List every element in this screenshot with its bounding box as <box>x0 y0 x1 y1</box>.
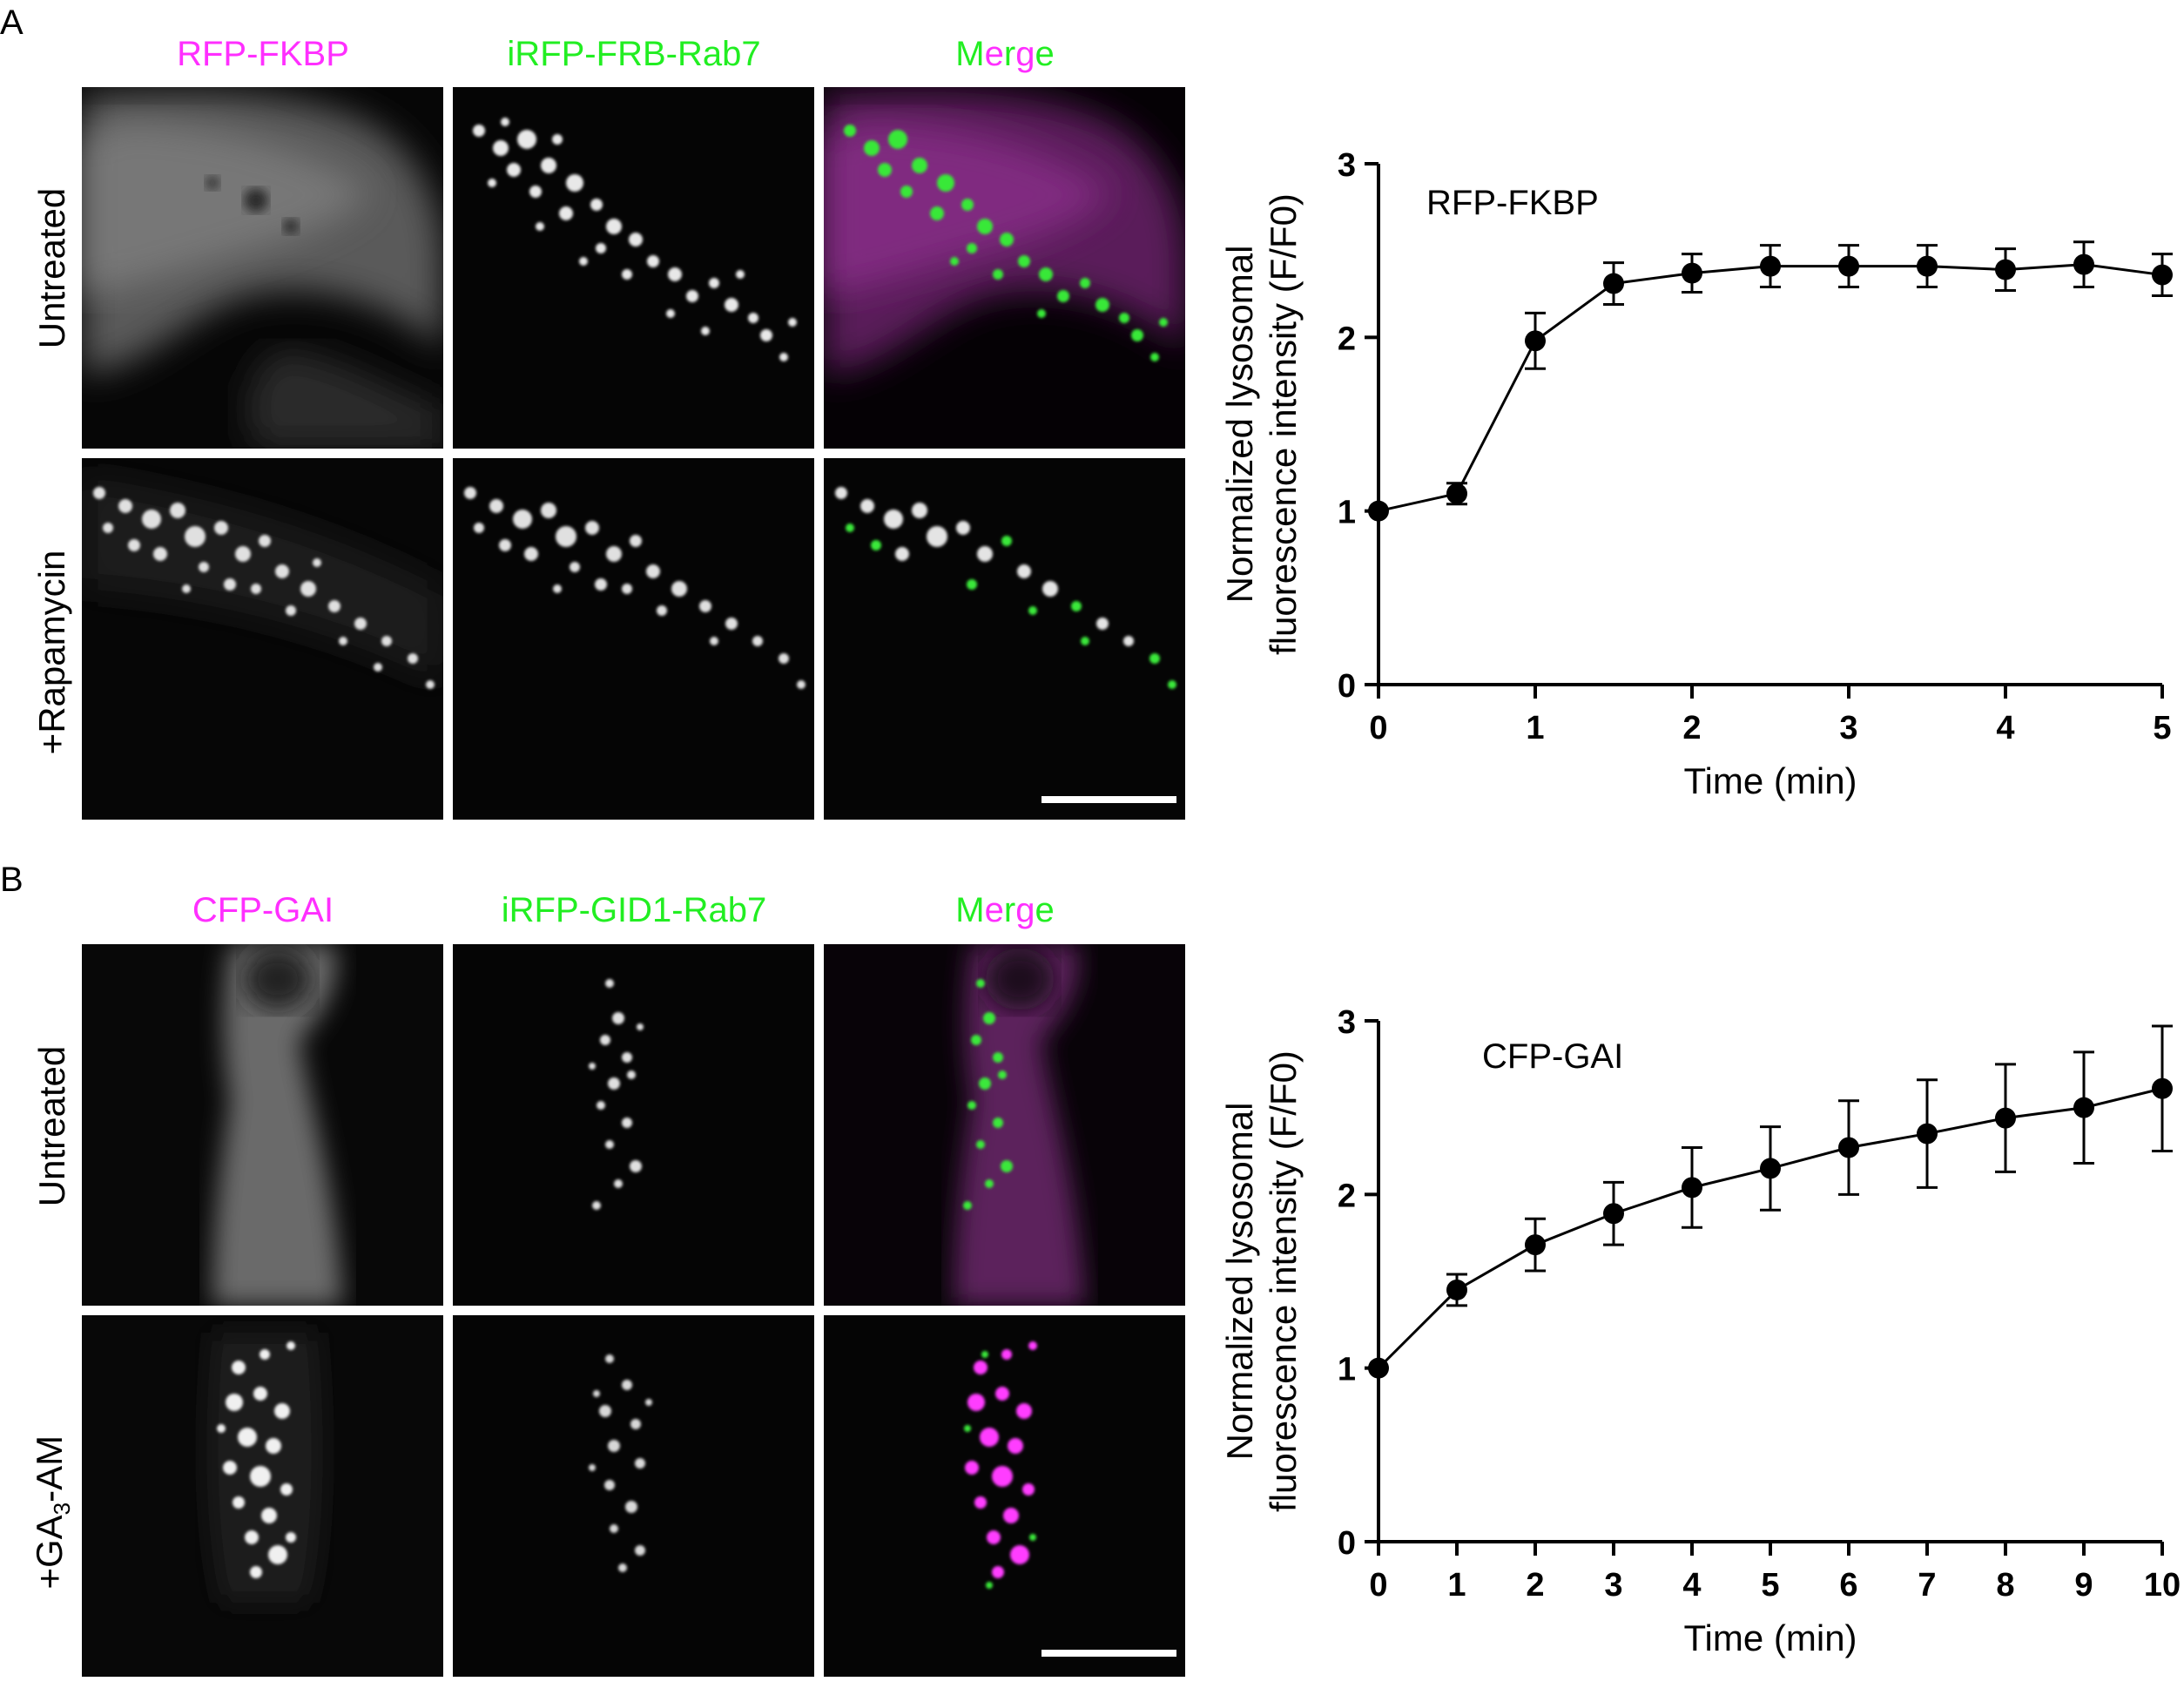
y-axis-label: Normalized lysosomal <box>1219 246 1260 604</box>
merge-letter: r <box>1003 35 1016 73</box>
data-point <box>1603 273 1624 294</box>
data-point <box>1995 259 2016 280</box>
y-tick-label: 0 <box>1338 1525 1356 1562</box>
merge-letter: g <box>1015 891 1035 929</box>
merge-letter: M <box>955 35 985 73</box>
scale-bar <box>1041 796 1176 803</box>
x-axis-label: Time (min) <box>1683 1617 1857 1658</box>
x-tick-label: 2 <box>1682 710 1701 746</box>
data-point <box>1917 255 1938 277</box>
data-point <box>1682 1177 1702 1199</box>
y-tick-label: 1 <box>1338 495 1356 531</box>
x-tick-label: 2 <box>1526 1567 1544 1604</box>
x-tick-label: 1 <box>1526 710 1544 746</box>
micrograph-b-untreated-merge <box>824 944 1185 1306</box>
row-label-rapamycin: +Rapamycin <box>31 550 72 755</box>
data-point <box>1760 1158 1781 1179</box>
micrograph-a-untreated-rfp-fkbp <box>82 87 443 449</box>
merge-letter: e <box>984 35 1004 73</box>
x-tick-label: 5 <box>2153 710 2171 746</box>
x-tick-label: 0 <box>1369 1567 1387 1604</box>
x-tick-label: 7 <box>1918 1567 1936 1604</box>
merge-letter: e <box>984 891 1004 929</box>
data-point <box>1995 1107 2016 1129</box>
panel-letter-b: B <box>0 861 24 899</box>
row-label-ga3-am: +GA3-AM <box>28 1329 76 1695</box>
data-point <box>2152 1077 2173 1099</box>
row-label-ga3-tail: -AM <box>28 1435 70 1503</box>
column-header-irfp-gid1-rab7: iRFP-GID1-Rab7 <box>501 891 767 929</box>
x-tick-label: 4 <box>1996 710 2014 746</box>
micrograph-b-ga3-cfp-gai <box>82 1315 443 1677</box>
scale-bar-b <box>1041 1650 1176 1657</box>
y-axis-label: fluorescence intensity (F/F0) <box>1263 1050 1304 1512</box>
column-header-cfp-gai: CFP-GAI <box>192 891 334 929</box>
micrograph-b-untreated-irfp-gid1-rab7 <box>453 944 814 1306</box>
data-point <box>1446 1279 1467 1300</box>
chart-a: 0 1 2 3 0 1 2 3 4 5 Time (min) Normalized lysosomal… <box>1202 131 2184 827</box>
chart-a-svg: 0 1 2 3 0 1 2 3 4 5 Time (min) Normalized lysosomal… <box>1219 147 2173 801</box>
data-point <box>2073 253 2094 275</box>
micrograph-a-untreated-irfp-frb-rab7 <box>453 87 814 449</box>
data-point <box>1760 255 1781 277</box>
row-label-ga3-subscript: 3 <box>49 1502 76 1516</box>
merge-letter: r <box>1003 891 1016 929</box>
x-tick-label: 5 <box>1761 1567 1779 1604</box>
column-header-irfp-frb-rab7: iRFP-FRB-Rab7 <box>507 35 761 73</box>
series-line <box>1378 263 2163 513</box>
merge-letter: M <box>955 891 985 929</box>
data-point <box>1838 1137 1859 1158</box>
row-label-untreated-b: Untreated <box>31 1045 72 1207</box>
data-point <box>1603 1203 1624 1225</box>
x-tick-label: 4 <box>1682 1567 1701 1604</box>
data-point <box>1368 1357 1389 1379</box>
micrograph-a-rapamycin-merge <box>824 458 1185 820</box>
data-point <box>1838 255 1859 277</box>
y-tick-label: 2 <box>1338 1178 1356 1214</box>
x-tick-label: 0 <box>1369 710 1387 746</box>
x-axis-label: Time (min) <box>1683 760 1857 801</box>
row-label-untreated: Untreated <box>31 187 72 349</box>
chart-b-svg: 0 1 2 3 0 1 2 3 4 5 6 7 8 9 10 Time (min) Normalized lys… <box>1219 1004 2181 1658</box>
x-tick-label: 1 <box>1447 1567 1466 1604</box>
x-tick-label: 8 <box>1996 1567 2014 1604</box>
column-header-merge: Merge <box>822 37 1188 71</box>
merge-letter: e <box>1035 891 1055 929</box>
y-axis-label: Normalized lysosomal <box>1219 1103 1260 1461</box>
series-annotation: CFP-GAI <box>1482 1037 1623 1076</box>
y-tick-label: 1 <box>1338 1352 1356 1388</box>
data-point <box>2152 264 2173 286</box>
series-annotation: RFP-FKBP <box>1426 184 1599 222</box>
x-tick-label: 10 <box>2144 1567 2181 1604</box>
x-tick-label: 3 <box>1604 1567 1622 1604</box>
column-header-merge-b: Merge <box>822 893 1188 928</box>
column-header-rfp-fkbp: RFP-FKBP <box>177 35 349 73</box>
micrograph-a-untreated-merge <box>824 87 1185 449</box>
y-tick-label: 0 <box>1338 668 1356 705</box>
chart-b: 0 1 2 3 0 1 2 3 4 5 6 7 8 9 10 Time (min) Normalized lys… <box>1202 989 2184 1678</box>
data-point <box>1525 330 1546 352</box>
row-label-ga3-main: +GA <box>28 1515 70 1590</box>
y-tick-label: 3 <box>1338 1004 1356 1041</box>
data-point <box>1917 1123 1938 1145</box>
data-point <box>1446 483 1467 504</box>
panel-letter-a: A <box>0 3 24 42</box>
micrograph-b-ga3-irfp-gid1-rab7 <box>453 1315 814 1677</box>
x-tick-label: 6 <box>1839 1567 1857 1604</box>
data-point <box>1682 262 1702 284</box>
data-point <box>2073 1097 2094 1118</box>
micrograph-b-untreated-cfp-gai <box>82 944 443 1306</box>
x-tick-label: 3 <box>1839 710 1857 746</box>
y-tick-label: 3 <box>1338 147 1356 184</box>
merge-letter: e <box>1035 35 1055 73</box>
merge-letter: g <box>1015 35 1035 73</box>
micrograph-a-rapamycin-irfp-frb-rab7 <box>453 458 814 820</box>
data-point <box>1525 1234 1546 1256</box>
y-axis-label: fluorescence intensity (F/F0) <box>1263 193 1304 655</box>
micrograph-b-ga3-merge <box>824 1315 1185 1677</box>
x-tick-label: 9 <box>2074 1567 2093 1604</box>
y-tick-label: 2 <box>1338 321 1356 357</box>
micrograph-a-rapamycin-rfp-fkbp <box>82 458 443 820</box>
data-point <box>1368 500 1389 522</box>
